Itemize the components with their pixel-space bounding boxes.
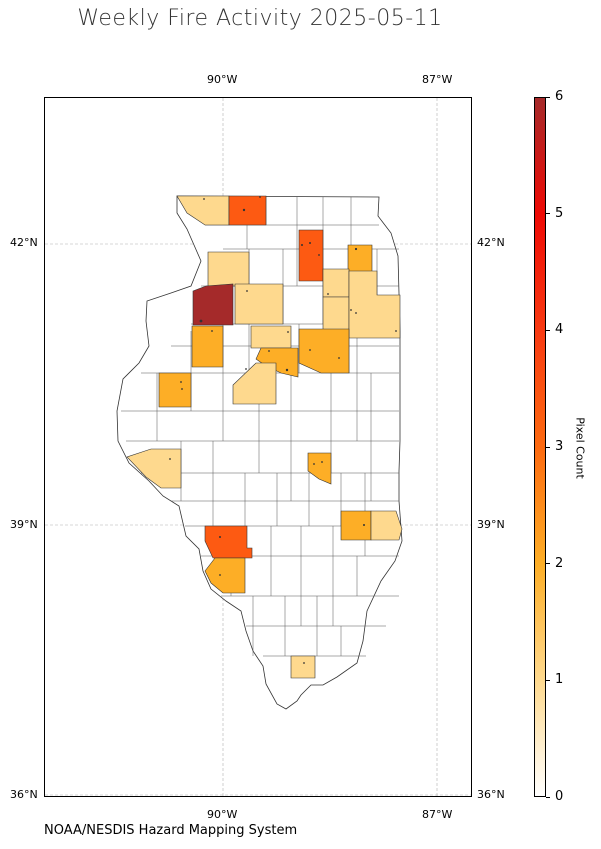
county-jasper[interactable] [340, 510, 372, 541]
lon-label-bottom-90w: 90°W [207, 808, 238, 821]
lat-label-left-42n: 42°N [10, 236, 38, 249]
colorbar-tick-mark [546, 213, 550, 215]
map-title: Weekly Fire Activity 2025-05-11 [77, 6, 443, 31]
colorbar-tick-mark [546, 796, 550, 798]
county-grundy[interactable] [322, 296, 350, 331]
colorbar-tick-label: 3 [555, 439, 564, 454]
county-mcdonough[interactable] [158, 372, 192, 408]
lat-label-left-36n: 36°N [10, 788, 38, 801]
county-marshall[interactable] [250, 325, 292, 349]
county-livingston[interactable] [298, 328, 350, 374]
county-kane[interactable] [347, 244, 373, 274]
colorbar-tick-mark [546, 96, 550, 98]
colorbar-tick-mark [546, 679, 550, 681]
county-jo-daviess[interactable] [176, 195, 230, 226]
colorbar-tick-mark [546, 563, 550, 565]
county-st-clair[interactable] [204, 557, 246, 594]
lat-label-right-36n: 36°N [477, 788, 505, 801]
county-kendall[interactable] [322, 268, 350, 298]
county-fulton[interactable] [232, 362, 277, 405]
colorbar-tick-label: 4 [555, 322, 564, 338]
data-source-credit: NOAA/NESDIS Hazard Mapping System [44, 823, 298, 838]
colorbar-tick-mark [546, 446, 550, 448]
county-macon[interactable] [307, 452, 332, 485]
colorbar-tick-label: 6 [555, 89, 564, 104]
county-henry[interactable] [191, 325, 224, 368]
lon-label-top-87w: 87°W [422, 73, 453, 86]
colorbar-tick-label: 5 [555, 205, 564, 221]
illinois-county-map [45, 98, 471, 796]
county-crawford[interactable] [370, 510, 403, 541]
lon-label-top-90w: 90°W [207, 73, 238, 86]
colorbar-tick-mark [546, 329, 550, 331]
colorbar-label: Pixel Count [573, 417, 587, 479]
county-lee[interactable] [234, 283, 284, 325]
colorbar-tick-label: 2 [555, 555, 564, 571]
map-panel[interactable] [44, 97, 472, 797]
county-carroll[interactable] [207, 251, 250, 287]
county-rock-island[interactable] [192, 283, 234, 326]
colorbar [534, 97, 546, 797]
colorbar-tick-label: 0 [555, 789, 564, 804]
fire-counties [126, 195, 403, 679]
fire-detection-points [169, 196, 397, 664]
county-stephenson[interactable] [228, 195, 267, 226]
lat-label-right-42n: 42°N [477, 236, 505, 249]
lat-label-left-39n: 39°N [10, 518, 38, 531]
lat-label-right-39n: 39°N [477, 518, 505, 531]
lon-label-bottom-87w: 87°W [422, 808, 453, 821]
colorbar-tick-label: 1 [555, 672, 564, 688]
county-madison[interactable] [204, 525, 253, 559]
county-williamson[interactable] [290, 655, 316, 679]
county-adams[interactable] [126, 448, 182, 489]
